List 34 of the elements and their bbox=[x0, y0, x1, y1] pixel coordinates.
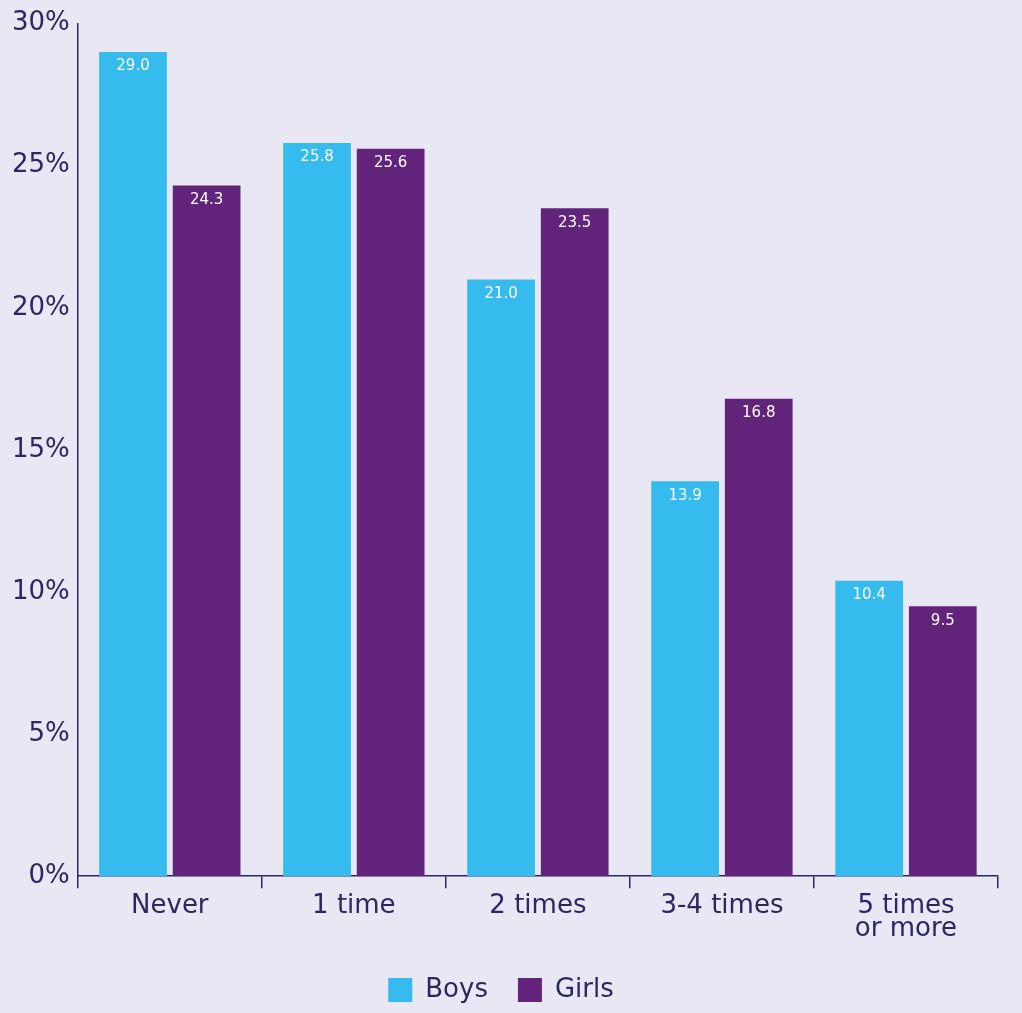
legend-label: Boys bbox=[425, 972, 488, 1003]
bar bbox=[283, 142, 351, 877]
y-tick-label: 25% bbox=[11, 148, 70, 179]
y-tick-label: 5% bbox=[28, 716, 70, 747]
legend-label: Girls bbox=[554, 972, 614, 1003]
bar bbox=[172, 185, 241, 877]
y-tick-label: 20% bbox=[11, 290, 70, 321]
data-label: 13.9 bbox=[668, 485, 702, 504]
data-label: 9.5 bbox=[930, 610, 955, 629]
bar bbox=[467, 279, 535, 877]
data-label: 16.8 bbox=[742, 403, 776, 422]
x-tick-label: 2 times bbox=[489, 888, 587, 919]
data-label: 29.0 bbox=[116, 56, 150, 75]
x-tick-label: 1 time bbox=[312, 888, 396, 919]
y-tick-label: 0% bbox=[28, 858, 70, 889]
x-tick-label: 3-4 times bbox=[660, 888, 784, 919]
x-tick-label: Never bbox=[131, 888, 209, 919]
x-tick-label: 5 times or more bbox=[854, 888, 958, 943]
bar bbox=[540, 208, 609, 877]
y-tick-label: 10% bbox=[11, 574, 70, 605]
bar bbox=[356, 148, 425, 877]
data-label: 21.0 bbox=[484, 283, 518, 302]
data-label: 23.5 bbox=[558, 212, 592, 231]
data-label: 25.8 bbox=[300, 147, 334, 166]
bar bbox=[99, 52, 167, 877]
bar bbox=[908, 606, 977, 877]
data-label: 24.3 bbox=[189, 189, 224, 208]
y-tick-label: 15% bbox=[11, 432, 70, 463]
y-tick-label: 30% bbox=[11, 6, 70, 37]
data-label: 10.4 bbox=[852, 585, 886, 604]
bar bbox=[835, 580, 904, 877]
bar bbox=[724, 398, 793, 877]
bar bbox=[651, 481, 719, 877]
data-label: 25.6 bbox=[373, 153, 408, 172]
